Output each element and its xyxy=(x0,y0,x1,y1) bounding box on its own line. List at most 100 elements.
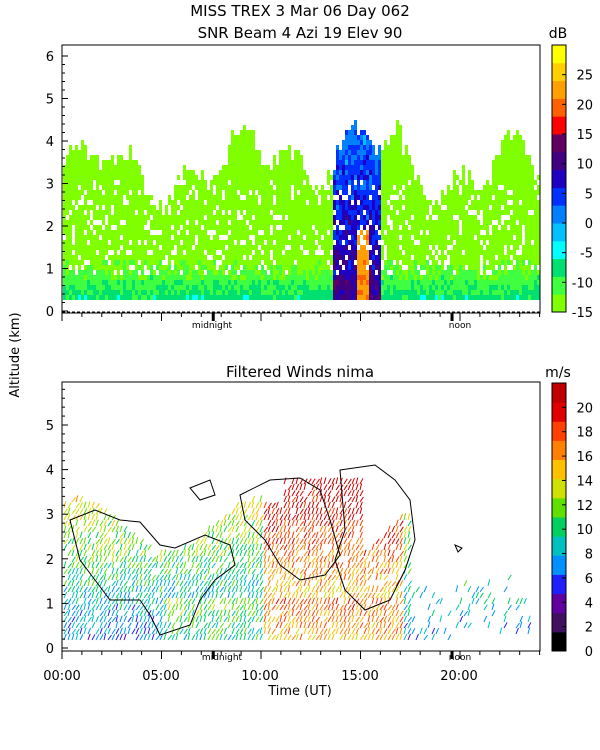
snr-cell xyxy=(423,195,426,200)
snr-cell xyxy=(273,155,276,160)
snr-cell xyxy=(429,220,432,225)
snr-cell xyxy=(150,240,153,245)
snr-cell xyxy=(252,180,255,185)
snr-cell xyxy=(129,185,132,190)
snr-cell xyxy=(210,280,213,285)
wind-barb xyxy=(175,615,180,623)
snr-cell xyxy=(537,255,540,260)
snr-cell xyxy=(369,265,372,270)
snr-cell xyxy=(249,210,252,215)
snr-cell xyxy=(360,185,363,190)
snr-cell xyxy=(411,290,414,295)
snr-cell xyxy=(183,215,186,220)
snr-cell xyxy=(279,200,282,205)
wind-barb xyxy=(239,562,244,569)
snr-cell xyxy=(450,270,453,275)
wind-barb xyxy=(135,634,140,641)
snr-cell xyxy=(72,210,75,215)
snr-cell xyxy=(441,260,444,265)
snr-cell xyxy=(405,225,408,230)
wind-barb xyxy=(135,615,139,623)
snr-cell xyxy=(384,180,387,185)
snr-cell xyxy=(294,220,297,225)
snr-cell xyxy=(375,260,378,265)
snr-cell xyxy=(273,275,276,280)
snr-cell xyxy=(105,185,108,190)
snr-cell xyxy=(231,160,234,165)
snr-cell xyxy=(462,230,465,235)
snr-cell xyxy=(162,235,165,240)
snr-cell xyxy=(432,220,435,225)
wind-barb xyxy=(131,597,135,605)
snr-cell xyxy=(129,295,132,300)
snr-cell xyxy=(225,240,228,245)
snr-cell xyxy=(387,280,390,285)
wind-barb xyxy=(123,585,128,593)
snr-cell xyxy=(345,275,348,280)
snr-cell xyxy=(315,290,318,295)
snr-cell xyxy=(81,245,84,250)
snr-cell xyxy=(348,205,351,210)
snr-cell xyxy=(405,145,408,150)
snr-cell xyxy=(255,170,258,175)
wind-barb xyxy=(223,556,228,563)
wind-barb xyxy=(263,610,268,617)
snr-cell xyxy=(399,270,402,275)
snr-cell xyxy=(111,215,114,220)
snr-cell xyxy=(318,190,321,195)
snr-cell xyxy=(249,295,252,300)
snr-cell xyxy=(405,180,408,185)
wind-barb xyxy=(75,604,80,611)
wind-barb xyxy=(167,586,172,593)
snr-cell xyxy=(342,200,345,205)
snr-cell xyxy=(264,185,267,190)
snr-cell xyxy=(222,245,225,250)
snr-cell xyxy=(87,285,90,290)
snr-cell xyxy=(69,275,72,280)
snr-cell xyxy=(537,175,540,180)
snr-cell xyxy=(201,235,204,240)
wind-barb xyxy=(107,549,111,557)
snr-cell xyxy=(120,175,123,180)
snr-cell xyxy=(348,165,351,170)
wind-barb xyxy=(203,622,208,629)
snr-cell xyxy=(198,215,201,220)
snr-cell xyxy=(447,265,450,270)
snr-cell xyxy=(285,160,288,165)
snr-cell xyxy=(159,255,162,260)
snr-cell xyxy=(375,275,378,280)
wind-barb xyxy=(175,603,179,611)
wind-barb xyxy=(107,609,111,617)
snr-cell xyxy=(339,265,342,270)
snr-cell xyxy=(315,225,318,230)
snr-cell xyxy=(333,215,336,220)
wind-barb xyxy=(219,615,223,623)
snr-cell xyxy=(372,210,375,215)
snr-cell xyxy=(492,255,495,260)
snr-cell xyxy=(471,265,474,270)
snr-cell xyxy=(351,190,354,195)
snr-cell xyxy=(210,215,213,220)
snr-cell xyxy=(114,285,117,290)
snr-cell xyxy=(189,215,192,220)
snr-cell xyxy=(459,210,462,215)
wind-barb xyxy=(147,568,152,575)
snr-cell xyxy=(72,185,75,190)
snr-cell xyxy=(243,155,246,160)
snr-cell xyxy=(480,225,483,230)
snr-cell xyxy=(351,220,354,225)
wind-barb xyxy=(191,543,195,551)
snr-cell xyxy=(249,165,252,170)
wind-barb xyxy=(67,538,72,545)
wind-barb xyxy=(247,514,252,521)
wind-barb xyxy=(271,502,276,509)
snr-cell xyxy=(360,145,363,150)
snr-cell xyxy=(297,160,300,165)
wind-barb xyxy=(71,585,76,593)
snr-cell xyxy=(66,205,69,210)
snr-cell xyxy=(492,295,495,300)
snr-cell xyxy=(444,280,447,285)
snr-cell xyxy=(441,295,444,300)
snr-cell xyxy=(135,245,138,250)
snr-cell xyxy=(240,210,243,215)
